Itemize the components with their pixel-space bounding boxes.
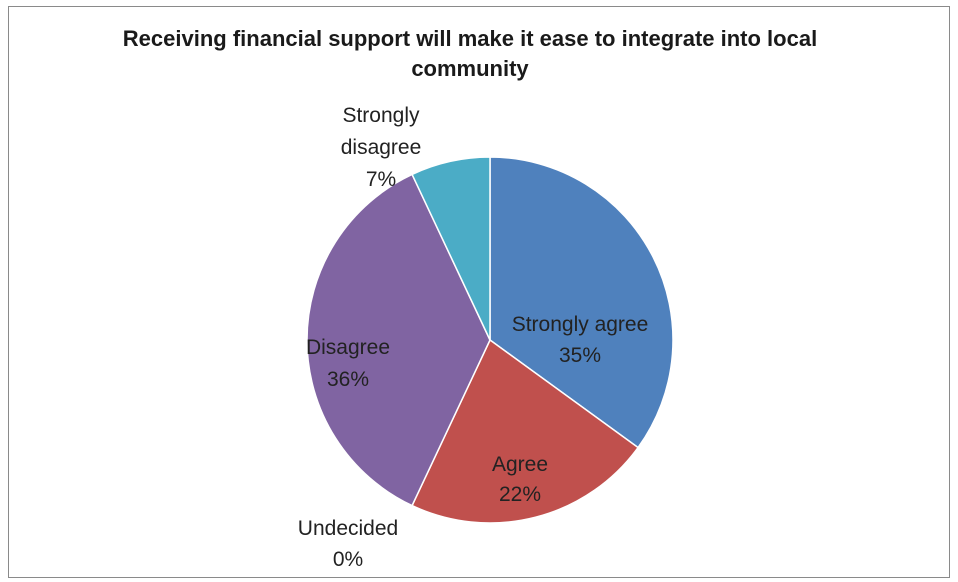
slice-name-strongly-disagree: Strongly <box>342 104 420 127</box>
pie-slice-strongly-agree <box>489 156 674 449</box>
slice-percent-undecided: 0% <box>333 548 363 571</box>
chart-title-line-1: Receiving financial support will make it… <box>122 26 818 51</box>
pie-slice-disagree <box>306 173 491 507</box>
slice-percent-agree: 22% <box>499 483 541 506</box>
slice-percent-disagree: 36% <box>327 368 369 391</box>
slice-name-strongly-disagree-line-2: disagree <box>341 136 422 159</box>
data-label-strongly-disagree: Strongly disagree 7% <box>341 104 422 191</box>
slice-percent-strongly-disagree: 7% <box>366 168 396 191</box>
slice-name-agree: Agree <box>492 453 548 476</box>
chart-title: Receiving financial support will make it… <box>70 24 870 84</box>
slice-name-undecided: Undecided <box>298 517 398 540</box>
data-label-strongly-agree: Strongly agree 35% <box>512 313 649 367</box>
slice-percent-strongly-agree: 35% <box>559 344 601 367</box>
slice-name-disagree: Disagree <box>306 336 390 359</box>
pie-slice-strongly-disagree <box>411 156 491 341</box>
slice-name-strongly-agree: Strongly agree <box>512 313 649 336</box>
data-label-undecided: Undecided 0% <box>298 517 398 571</box>
data-label-disagree: Disagree 36% <box>306 336 390 391</box>
data-label-agree: Agree 22% <box>492 453 548 506</box>
chart-title-line-2: community <box>411 56 529 81</box>
